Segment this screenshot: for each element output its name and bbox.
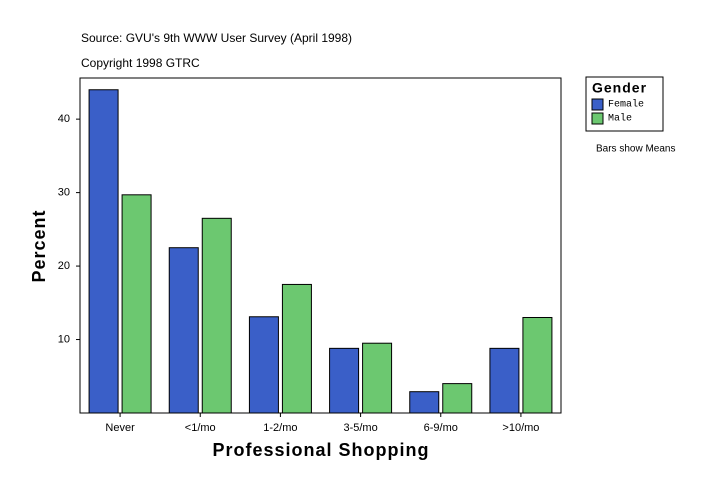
source: Source: GVU's 9th WWW User Survey (April… — [81, 31, 352, 45]
y-tick-label: 30 — [58, 187, 70, 199]
bar — [329, 347, 360, 414]
note: Bars show Means — [596, 144, 675, 155]
legend-label: Female — [608, 99, 644, 111]
y-tick-label: 10 — [58, 333, 70, 345]
copyright: Copyright 1998 GTRC — [81, 56, 200, 70]
bar — [362, 342, 393, 414]
x-tick-label: 1-2/mo — [263, 422, 297, 434]
legend-swatch — [591, 112, 604, 125]
legend-swatch — [591, 98, 604, 111]
y-axis-title: Percent — [29, 209, 49, 282]
x-axis-title: Professional Shopping — [212, 440, 429, 460]
x-tick-label: <1/mo — [185, 422, 216, 434]
bar — [248, 316, 279, 414]
bar — [281, 283, 312, 414]
legend-label: Male — [608, 113, 632, 125]
bar — [88, 89, 119, 414]
bar — [168, 247, 199, 414]
bar — [409, 391, 440, 414]
y-tick-label: 20 — [58, 260, 70, 272]
legend-title: Gender — [592, 80, 647, 96]
bar — [522, 316, 553, 414]
y-tick-label: 40 — [58, 113, 70, 125]
plot-frame — [79, 77, 562, 414]
bar — [121, 194, 152, 414]
x-tick-label: >10/mo — [502, 422, 539, 434]
x-tick-label: 3-5/mo — [343, 422, 377, 434]
bar — [489, 347, 520, 414]
x-tick-label: Never — [105, 422, 135, 434]
bar — [442, 383, 473, 414]
bar — [201, 217, 232, 414]
x-tick-label: 6-9/mo — [424, 422, 458, 434]
